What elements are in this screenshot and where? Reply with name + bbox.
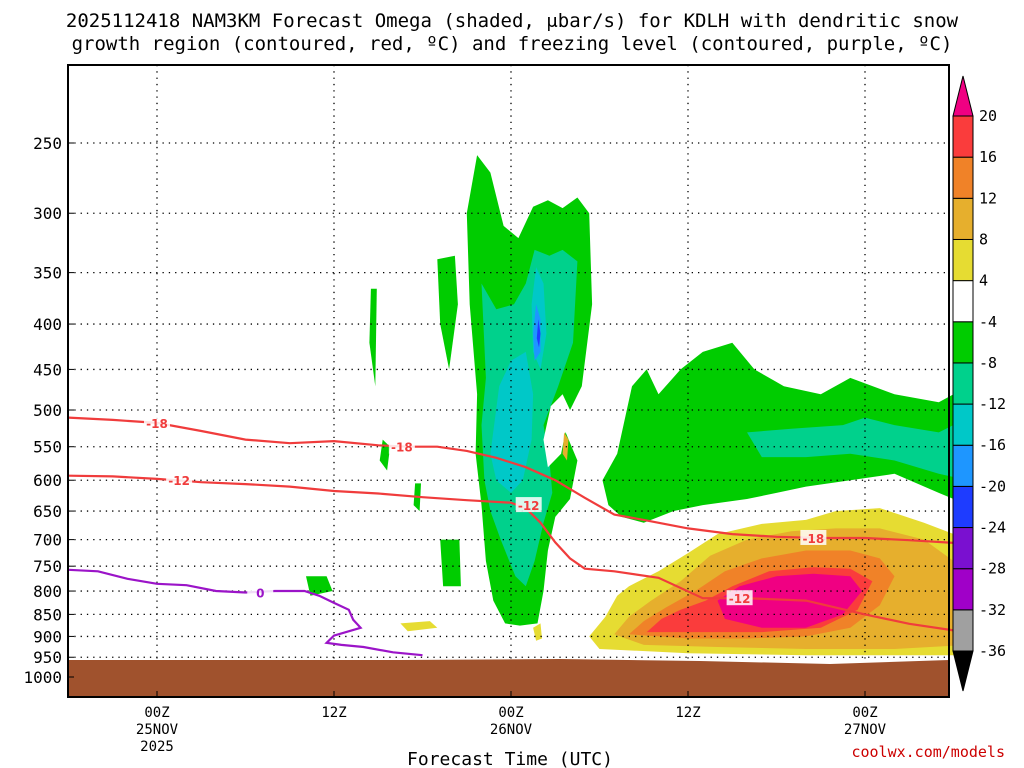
chart-title-line-2: growth region (contoured, red, ºC) and f… — [72, 33, 953, 55]
colorbar-label: -20 — [979, 477, 1006, 495]
colorbar-swatch — [952, 156, 974, 199]
omega-region-very-strong-ascent — [533, 304, 541, 361]
colorbar-label: -8 — [979, 354, 997, 372]
y-axis-ticks: 250 300 350 400 450 500 550 600 650 700 750 800 850 9… — [23, 134, 74, 687]
x-tick-label: 00Z — [498, 705, 523, 721]
colorbar-label: -28 — [979, 560, 1006, 578]
ground-surface — [68, 659, 949, 697]
y-tick-label: 550 — [33, 438, 62, 457]
y-tick-label: 350 — [33, 264, 62, 283]
contour-label-background — [388, 438, 415, 454]
omega-region-weak-descent — [562, 432, 569, 461]
colorbar-label: -36 — [979, 642, 1006, 660]
colorbar-swatch — [952, 444, 974, 487]
y-tick-label: 600 — [33, 471, 62, 490]
colorbar-swatch — [952, 321, 974, 364]
colorbar-swatch — [952, 197, 974, 240]
colorbar-swatch — [952, 115, 974, 158]
contour-label: -12 — [729, 592, 751, 606]
contour-label-background — [726, 590, 753, 606]
dendritic-contour-line — [68, 474, 954, 632]
omega-region-weak-ascent — [379, 439, 391, 471]
colorbar-swatch — [952, 568, 974, 611]
contour-label-background — [247, 584, 274, 600]
contour-label-background — [800, 529, 827, 545]
y-tick-label: 850 — [33, 605, 62, 624]
colorbar-label: -4 — [979, 313, 997, 331]
colorbar-swatch — [952, 609, 974, 652]
grid-lines — [68, 65, 949, 697]
x-tick-label: 25NOV — [136, 722, 179, 738]
colorbar-swatch — [952, 362, 974, 405]
y-tick-label: 900 — [33, 627, 62, 646]
x-tick-label: 12Z — [321, 705, 346, 721]
omega-hole — [543, 394, 570, 468]
colorbar-min-arrow — [952, 650, 974, 692]
plot-area: -18 -18 -18 -12 -12 -12 0 — [67, 64, 969, 698]
x-axis-title: Forecast Time (UTC) — [407, 749, 613, 768]
x-tick-label: 00Z — [852, 705, 877, 721]
colorbar-label: 8 — [979, 230, 988, 248]
contour-label: -12 — [518, 499, 540, 513]
colorbar-label: -12 — [979, 395, 1006, 413]
y-tick-label: 250 — [33, 134, 62, 153]
y-tick-label: 800 — [33, 582, 62, 601]
y-tick-label: 450 — [33, 360, 62, 379]
y-tick-label: 300 — [33, 204, 62, 223]
colorbar: 20 16 12 8 4 -4 -8 -12 -16 -20 -24 -28 -32 -36 — [952, 75, 1006, 692]
contour-label: 0 — [256, 586, 264, 600]
contour-label-background — [166, 472, 193, 488]
contour-label-background — [144, 414, 170, 430]
colorbar-swatch — [952, 238, 974, 282]
omega-region-weak-descent — [400, 621, 438, 632]
x-tick-label: 2025 — [140, 739, 174, 755]
colorbar-label: -16 — [979, 436, 1006, 454]
y-tick-label: 750 — [33, 557, 62, 576]
y-tick-label: 500 — [33, 401, 62, 420]
omega-region-moderate-ascent — [747, 417, 969, 481]
colorbar-label: 12 — [979, 189, 997, 207]
chart-title-line-1: 2025112418 NAM3KM Forecast Omega (shaded… — [66, 10, 959, 32]
colorbar-swatch — [952, 403, 974, 446]
x-tick-label: 26NOV — [490, 722, 533, 738]
y-tick-label: 700 — [33, 531, 62, 550]
contour-label: -12 — [168, 474, 190, 488]
contour-label-background — [515, 497, 542, 513]
y-tick-label: 650 — [33, 502, 62, 521]
colorbar-label: 20 — [979, 107, 997, 125]
x-tick-label: 00Z — [144, 705, 169, 721]
contour-lines: -18 -18 -18 -12 -12 -12 0 — [68, 414, 954, 657]
credit-text: coolwx.com/models — [851, 743, 1005, 761]
colorbar-swatch — [952, 280, 974, 323]
omega-region-max-ascent — [536, 319, 541, 348]
plot-frame — [67, 64, 950, 698]
omega-region-weak-ascent — [306, 576, 333, 596]
omega-region-weak-ascent — [440, 539, 461, 587]
colorbar-label: -32 — [979, 601, 1006, 619]
y-tick-label: 400 — [33, 315, 62, 334]
x-tick-label: 27NOV — [844, 722, 887, 738]
colorbar-swatch — [952, 485, 974, 529]
omega-region-weak-ascent — [437, 255, 458, 370]
x-tick-label: 12Z — [675, 705, 700, 721]
omega-shading — [306, 155, 969, 656]
colorbar-max-arrow — [952, 75, 974, 117]
colorbar-label: 16 — [979, 148, 997, 166]
omega-region-strong-ascent — [490, 351, 534, 493]
y-tick-label: 1000 — [23, 668, 62, 687]
colorbar-swatch — [952, 527, 974, 570]
freezing-level-line — [68, 568, 423, 657]
contour-label: -18 — [391, 441, 413, 455]
colorbar-label: -24 — [979, 519, 1006, 537]
omega-region-weak-ascent — [369, 288, 377, 387]
contour-label: -18 — [146, 417, 168, 431]
colorbar-label: 4 — [979, 272, 988, 290]
contour-label: -18 — [803, 532, 825, 546]
dendritic-contour-line — [68, 416, 954, 544]
y-tick-label: 950 — [33, 648, 62, 667]
